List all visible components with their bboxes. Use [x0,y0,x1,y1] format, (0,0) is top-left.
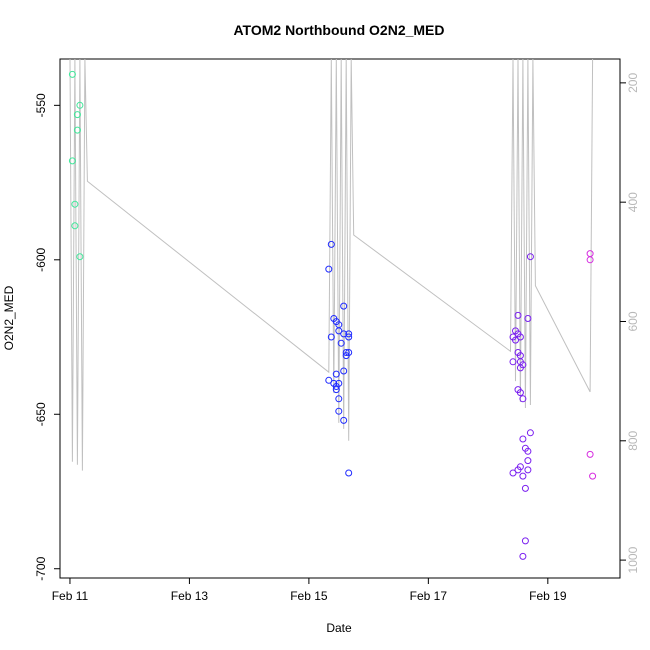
data-point [68,70,76,78]
data-point [519,472,527,480]
data-point [586,250,594,258]
y2-axis: 200 400 600 800 1000 [619,73,640,573]
points-layer [68,70,597,560]
data-point [325,376,333,384]
data-point [337,339,345,347]
y-tick-label: -600 [34,247,48,271]
data-point [325,265,333,273]
data-point [526,253,534,261]
data-point [335,327,343,335]
y2-tick-label: 1000 [626,546,640,573]
data-point [514,466,522,474]
data-point [335,395,343,403]
data-point [340,302,348,310]
data-point [516,333,524,341]
data-point [340,416,348,424]
y-tick-label: -550 [34,93,48,117]
data-point [512,336,519,344]
x-tick-label: Feb 11 [52,589,89,603]
y-axis-label: O2N2_MED [2,285,16,350]
y2-tick-label: 800 [626,430,640,450]
data-point [514,311,522,319]
y-tick-label: -700 [34,556,48,580]
secondary-line [69,58,594,471]
data-point [586,450,594,458]
y-axis: -550 -600 -650 -700 [34,93,61,581]
data-point [519,395,527,403]
y2-tick-label: 400 [626,192,640,212]
data-point [327,333,335,341]
data-point [68,157,76,165]
x-axis-label: Date [326,621,352,635]
data-point [524,447,532,455]
data-point [335,407,343,415]
x-axis: Feb 11 Feb 13 Feb 15 Feb 17 Feb 19 [52,577,567,603]
plot-frame [59,58,621,579]
data-point [526,429,534,437]
data-point [342,349,350,356]
data-point [71,200,79,208]
data-point [519,435,527,443]
x-tick-label: Feb 15 [290,589,328,603]
data-point [509,469,517,477]
data-point [340,330,348,338]
y2-tick-label: 200 [626,73,640,93]
data-point [345,333,353,341]
data-point [521,484,529,492]
data-point [586,256,594,264]
data-point [332,383,340,390]
data-point [516,389,524,397]
chart-title: ATOM2 Northbound O2N2_MED [233,22,444,38]
data-point [345,469,353,477]
data-point [524,315,532,322]
data-point [524,466,532,474]
data-point [76,253,84,261]
data-point [76,101,84,109]
y2-tick-label: 600 [626,311,640,331]
data-point [521,537,529,545]
data-point [73,111,81,119]
secondary-line-layer [69,58,594,471]
x-tick-label: Feb 13 [171,589,209,603]
data-point [589,472,597,480]
data-point [73,126,81,134]
data-point [519,552,527,560]
data-point [332,386,340,394]
data-point [509,358,517,366]
data-point [524,457,532,465]
y-tick-label: -650 [34,402,48,426]
data-point [342,352,350,360]
data-point [71,222,79,230]
x-tick-label: Feb 17 [410,589,448,603]
data-point [516,364,524,372]
data-point [327,240,335,248]
data-point [345,330,353,338]
x-tick-label: Feb 19 [529,589,567,603]
data-point [332,370,340,378]
data-point [340,367,348,375]
